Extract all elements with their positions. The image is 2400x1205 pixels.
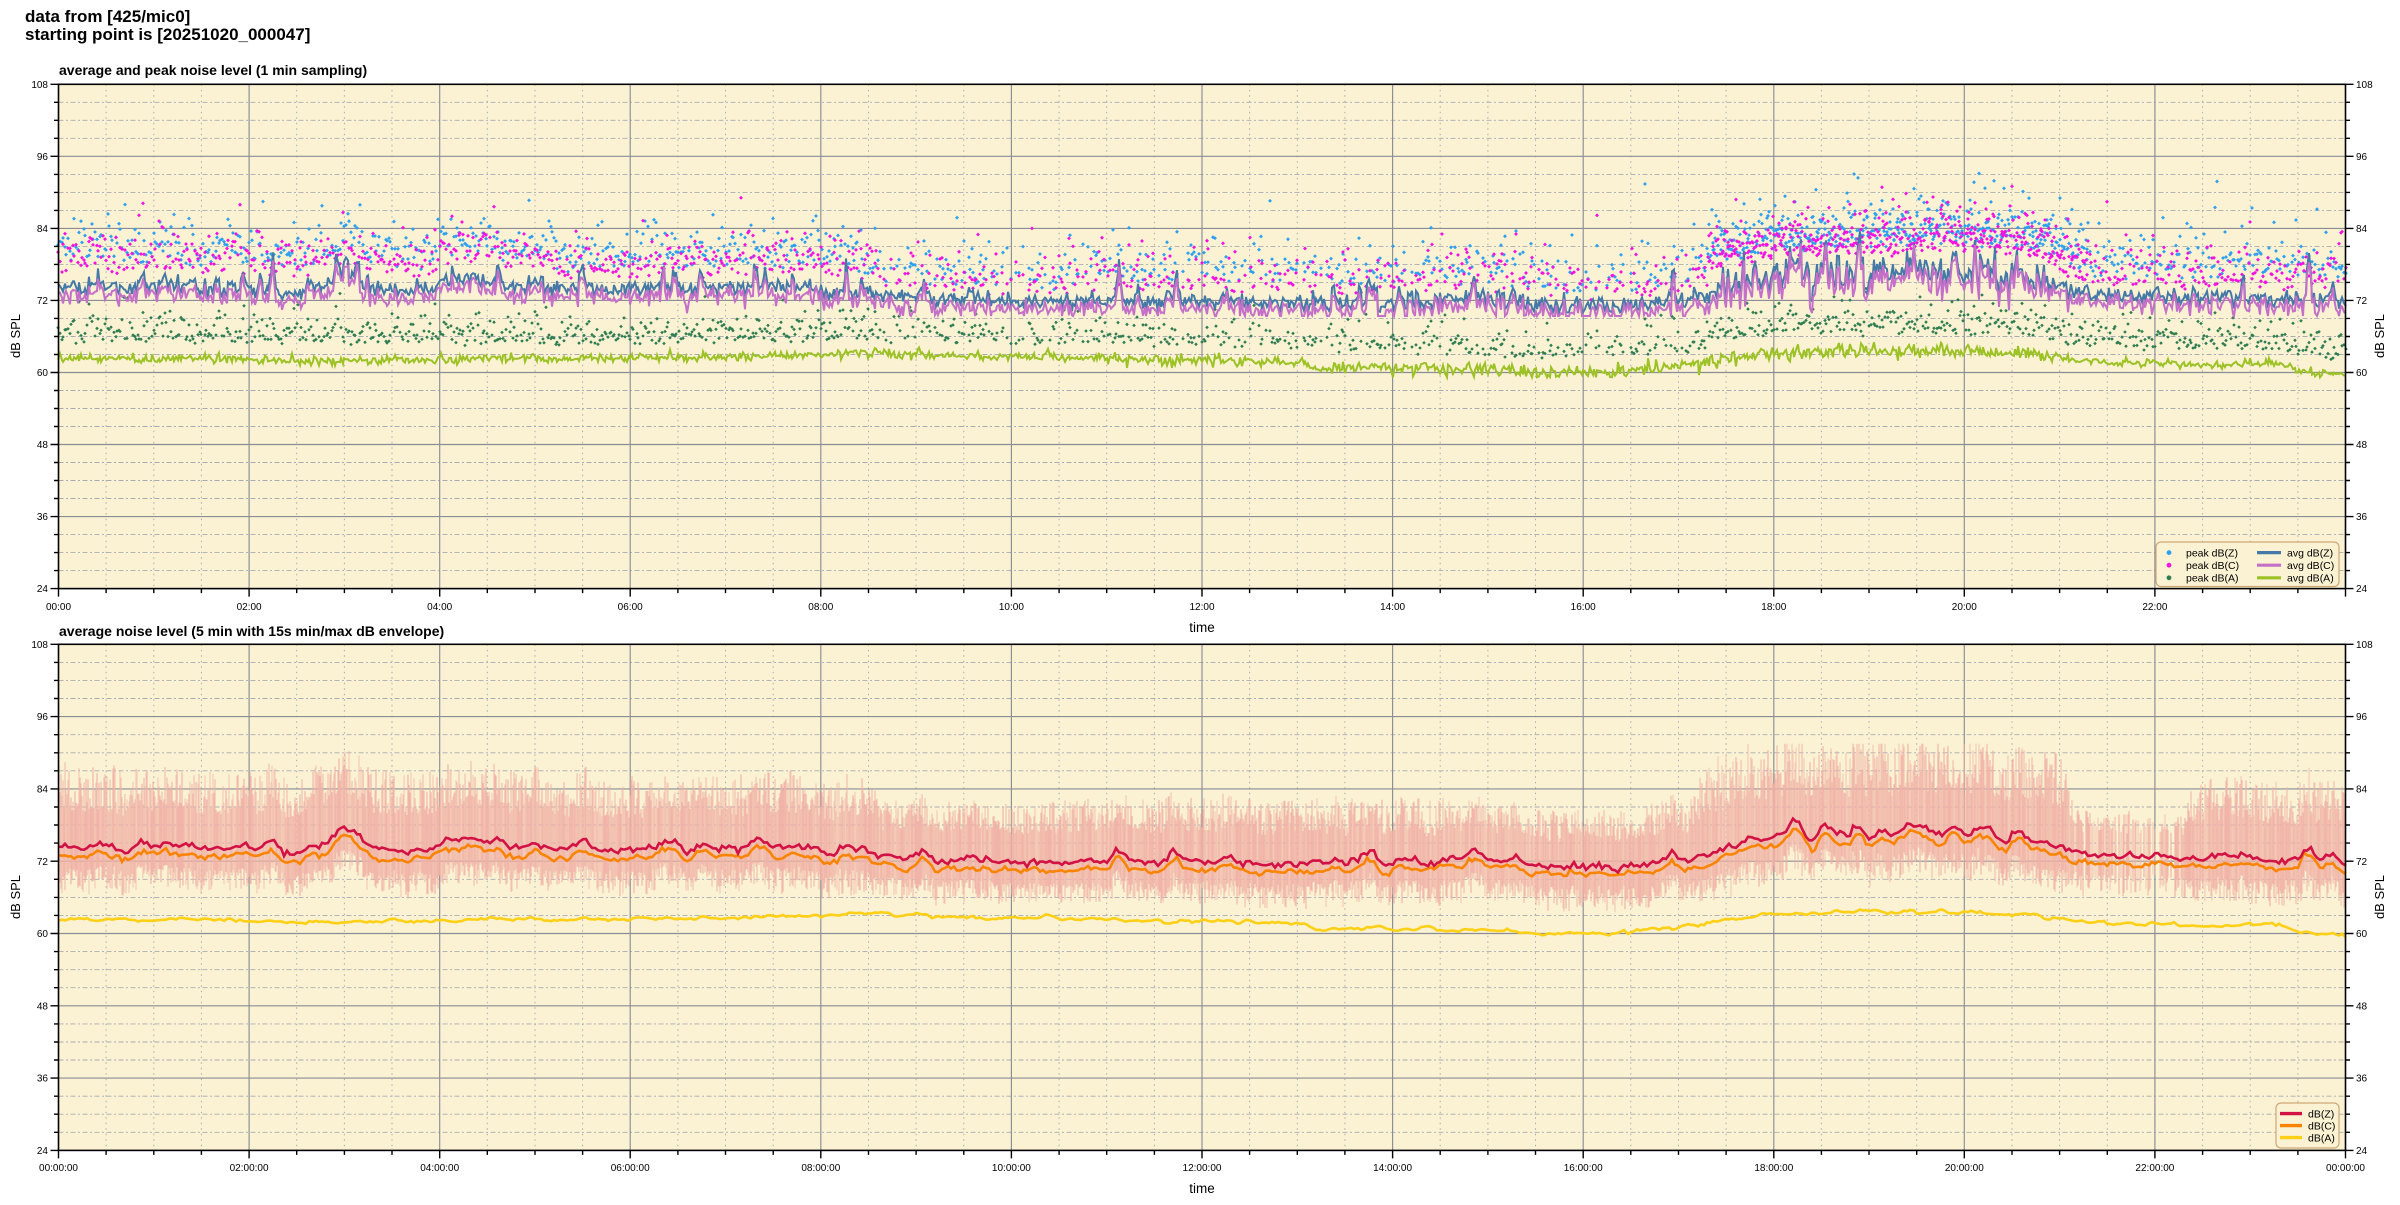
svg-text:108: 108	[31, 640, 48, 651]
svg-text:peak dB(Z): peak dB(Z)	[2186, 547, 2238, 559]
svg-text:06:00: 06:00	[618, 602, 643, 613]
svg-text:avg dB(C): avg dB(C)	[2287, 560, 2334, 572]
svg-text:36: 36	[2356, 1074, 2368, 1085]
svg-text:time: time	[1189, 620, 1215, 635]
svg-text:dB(A): dB(A)	[2308, 1132, 2335, 1144]
svg-text:108: 108	[2356, 640, 2373, 651]
svg-text:72: 72	[2356, 296, 2368, 307]
svg-text:108: 108	[2356, 80, 2373, 91]
svg-text:36: 36	[37, 512, 49, 523]
svg-text:72: 72	[37, 857, 49, 868]
svg-text:10:00: 10:00	[999, 602, 1024, 613]
svg-text:108: 108	[31, 80, 48, 91]
svg-text:00:00:00: 00:00:00	[39, 1163, 78, 1174]
svg-text:60: 60	[2356, 368, 2368, 379]
svg-text:36: 36	[37, 1074, 49, 1085]
svg-text:48: 48	[37, 1001, 49, 1012]
svg-text:08:00:00: 08:00:00	[801, 1163, 840, 1174]
svg-text:time: time	[1189, 1181, 1215, 1196]
svg-text:96: 96	[37, 152, 49, 163]
svg-text:avg dB(Z): avg dB(Z)	[2287, 547, 2333, 559]
svg-text:starting point is [20251020_00: starting point is [20251020_000047]	[25, 25, 310, 44]
svg-text:22:00: 22:00	[2142, 602, 2167, 613]
svg-text:average noise level (5 min wit: average noise level (5 min with 15s min/…	[59, 623, 444, 639]
svg-text:00:00:00: 00:00:00	[2326, 1163, 2365, 1174]
svg-text:60: 60	[37, 368, 49, 379]
svg-text:96: 96	[37, 712, 49, 723]
svg-text:48: 48	[2356, 440, 2368, 451]
svg-text:12:00:00: 12:00:00	[1183, 1163, 1222, 1174]
svg-text:06:00:00: 06:00:00	[611, 1163, 650, 1174]
svg-text:24: 24	[37, 1146, 49, 1157]
svg-text:20:00: 20:00	[1952, 602, 1977, 613]
svg-text:60: 60	[2356, 929, 2368, 940]
svg-text:18:00:00: 18:00:00	[1754, 1163, 1793, 1174]
svg-text:22:00:00: 22:00:00	[2135, 1163, 2174, 1174]
svg-text:data from [425/mic0]: data from [425/mic0]	[25, 7, 190, 26]
svg-text:24: 24	[2356, 1146, 2368, 1157]
svg-text:dB(C): dB(C)	[2308, 1120, 2335, 1132]
svg-text:48: 48	[2356, 1001, 2368, 1012]
svg-text:dB SPL: dB SPL	[8, 314, 23, 358]
svg-text:36: 36	[2356, 512, 2368, 523]
svg-text:96: 96	[2356, 152, 2368, 163]
svg-text:dB(Z): dB(Z)	[2308, 1108, 2334, 1120]
svg-text:18:00: 18:00	[1761, 602, 1786, 613]
svg-text:02:00: 02:00	[237, 602, 262, 613]
svg-text:24: 24	[2356, 584, 2368, 595]
svg-text:84: 84	[2356, 785, 2368, 796]
svg-text:02:00:00: 02:00:00	[230, 1163, 269, 1174]
svg-text:84: 84	[37, 224, 49, 235]
svg-text:84: 84	[2356, 224, 2368, 235]
svg-text:12:00: 12:00	[1189, 602, 1214, 613]
svg-text:84: 84	[37, 785, 49, 796]
svg-text:average and peak noise level (: average and peak noise level (1 min samp…	[59, 62, 367, 78]
svg-text:dB SPL: dB SPL	[8, 875, 23, 919]
svg-text:dB SPL: dB SPL	[2372, 314, 2387, 358]
svg-text:dB SPL: dB SPL	[2372, 875, 2387, 919]
svg-text:peak dB(C): peak dB(C)	[2186, 560, 2239, 572]
svg-text:24: 24	[37, 584, 49, 595]
svg-text:16:00:00: 16:00:00	[1564, 1163, 1603, 1174]
svg-text:72: 72	[2356, 857, 2368, 868]
svg-text:04:00: 04:00	[427, 602, 452, 613]
svg-text:00:00: 00:00	[46, 602, 71, 613]
svg-text:72: 72	[37, 296, 49, 307]
svg-text:20:00:00: 20:00:00	[1945, 1163, 1984, 1174]
svg-text:60: 60	[37, 929, 49, 940]
svg-text:10:00:00: 10:00:00	[992, 1163, 1031, 1174]
svg-text:14:00:00: 14:00:00	[1373, 1163, 1412, 1174]
svg-text:avg dB(A): avg dB(A)	[2287, 573, 2334, 585]
svg-text:96: 96	[2356, 712, 2368, 723]
svg-text:04:00:00: 04:00:00	[420, 1163, 459, 1174]
svg-text:14:00: 14:00	[1380, 602, 1405, 613]
svg-text:peak dB(A): peak dB(A)	[2186, 573, 2239, 585]
svg-text:16:00: 16:00	[1571, 602, 1596, 613]
svg-text:08:00: 08:00	[808, 602, 833, 613]
svg-text:48: 48	[37, 440, 49, 451]
